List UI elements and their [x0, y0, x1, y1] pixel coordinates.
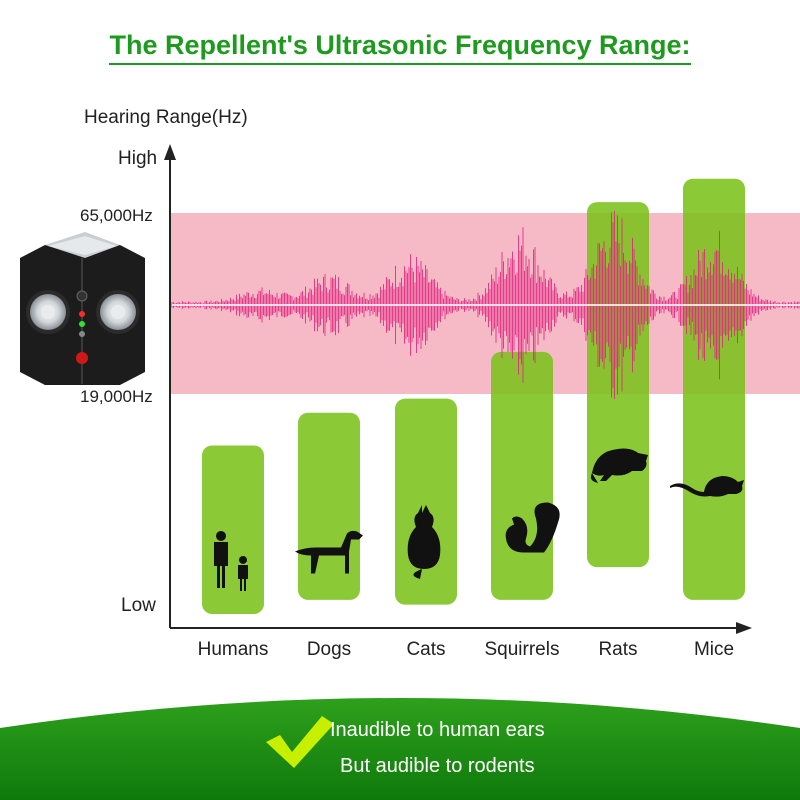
repellent-device-image — [20, 232, 145, 385]
x-tick-label: Humans — [198, 639, 269, 660]
squirrel-icon — [505, 502, 560, 553]
rat-icon — [590, 448, 648, 483]
bar-squirrels — [491, 351, 553, 600]
page-title: The Repellent's Ultrasonic Frequency Ran… — [0, 30, 800, 65]
x-axis-arrow — [736, 622, 752, 634]
x-tick-label: Squirrels — [485, 639, 560, 660]
bar-humans — [202, 445, 264, 614]
y-label-low: Low — [121, 595, 156, 616]
bar-cats — [395, 398, 457, 605]
band-low-label: 19,000Hz — [80, 387, 153, 406]
footer-line-2: But audible to rodents — [340, 755, 535, 777]
checkmark-icon — [266, 716, 334, 768]
footer-text: Inaudible to human ears But audible to r… — [330, 712, 545, 784]
bar-dogs — [298, 412, 360, 600]
humans-icon — [214, 530, 248, 591]
footer-line-1: Inaudible to human ears — [330, 719, 545, 741]
x-tick-label: Dogs — [307, 639, 351, 660]
x-tick-label: Cats — [406, 639, 445, 660]
band-high-label: 65,000Hz — [80, 206, 153, 225]
mouse-icon — [670, 475, 744, 497]
y-axis-label: Hearing Range(Hz) — [84, 107, 248, 128]
x-tick-labels: Humans Dogs Cats Squirrels Rats Mice — [198, 639, 734, 660]
bar-mice — [683, 178, 745, 600]
y-axis-arrow — [164, 144, 176, 160]
dog-icon — [295, 530, 363, 574]
cat-icon — [407, 504, 441, 579]
y-label-high: High — [118, 148, 157, 169]
title-text: The Repellent's Ultrasonic Frequency Ran… — [109, 30, 691, 65]
ultrasonic-waveform — [171, 210, 800, 400]
x-tick-label: Mice — [694, 639, 734, 660]
footer-banner — [0, 698, 800, 800]
x-tick-label: Rats — [598, 639, 637, 660]
